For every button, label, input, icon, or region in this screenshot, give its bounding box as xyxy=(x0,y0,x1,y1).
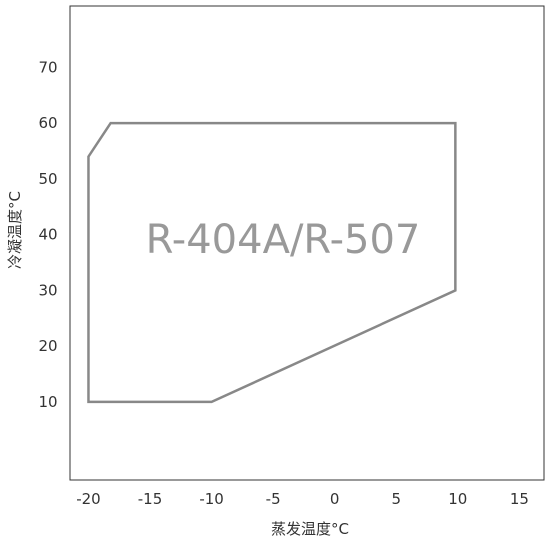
region-label: R-404A/R-507 xyxy=(146,217,421,263)
x-tick-label: 5 xyxy=(391,490,401,508)
y-tick-label: 50 xyxy=(38,170,57,188)
y-tick-label: 40 xyxy=(38,226,57,244)
y-tick-labels: 10 20 30 40 50 60 70 xyxy=(38,58,57,411)
x-tick-label: -5 xyxy=(266,490,281,508)
y-tick-label: 60 xyxy=(38,114,57,132)
x-tick-label: 0 xyxy=(330,490,340,508)
y-tick-label: 30 xyxy=(38,281,57,299)
x-tick-label: -20 xyxy=(76,490,101,508)
x-axis-label: 蒸发温度°C xyxy=(271,520,349,538)
x-tick-label: -15 xyxy=(138,490,163,508)
x-tick-label: -10 xyxy=(199,490,224,508)
series-layer xyxy=(87,121,457,404)
x-tick-label: 15 xyxy=(510,490,529,508)
envelope-outline xyxy=(87,121,457,404)
y-axis-label: 冷凝温度°C xyxy=(6,191,24,269)
y-tick-label: 70 xyxy=(38,58,57,76)
y-tick-label: 10 xyxy=(38,393,57,411)
x-tick-labels: -20 -15 -10 -5 0 5 10 15 xyxy=(76,490,529,508)
y-tick-label: 20 xyxy=(38,337,57,355)
x-tick-label: 10 xyxy=(448,490,467,508)
plot-frame xyxy=(69,5,545,481)
